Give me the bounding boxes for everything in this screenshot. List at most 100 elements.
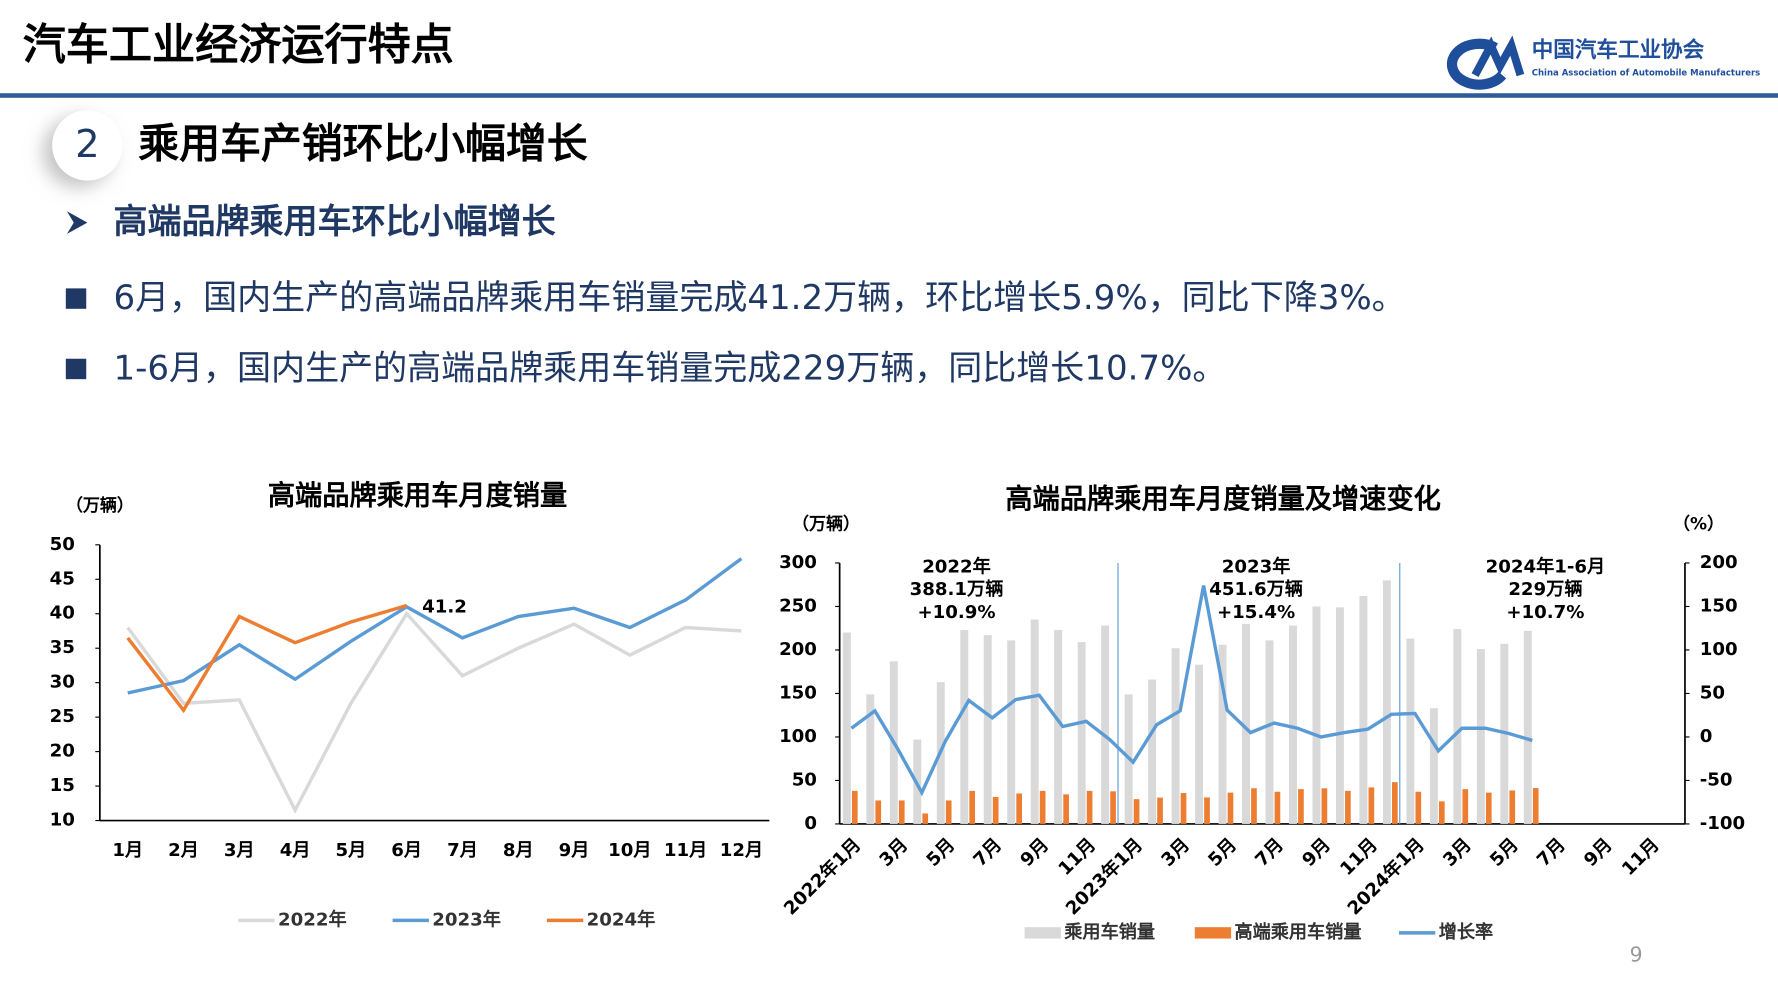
x-tick-label: 2月	[168, 840, 199, 861]
x-tick-label: 5月	[923, 834, 960, 871]
legend-label: 2022年	[278, 908, 347, 930]
bar	[1382, 580, 1391, 824]
x-tick-label: 5月	[1204, 834, 1241, 871]
legend-swatch	[1194, 927, 1232, 939]
bar	[1335, 607, 1344, 824]
line-series	[127, 557, 743, 695]
bar	[1086, 790, 1093, 824]
bar	[898, 800, 905, 824]
annotation: 2023年	[1222, 556, 1291, 578]
bar	[842, 632, 851, 824]
bar	[1523, 630, 1532, 824]
x-tick-label: 7月	[970, 834, 1007, 871]
bar	[1415, 791, 1422, 824]
bar	[1289, 625, 1297, 824]
x-tick-label: 9月	[1580, 834, 1617, 871]
y-tick-label: 250	[779, 595, 817, 616]
y-tick-label: 25	[50, 706, 75, 727]
bar	[1438, 801, 1445, 824]
section-number: 2	[75, 122, 100, 167]
bar	[1016, 793, 1022, 824]
y-tick-label: 35	[50, 637, 75, 658]
annotation: +15.4%	[1217, 602, 1295, 623]
axis-unit: （万辆）	[792, 513, 860, 534]
bar	[1063, 794, 1069, 824]
bar	[1054, 629, 1063, 824]
y-tick-label: 200	[779, 639, 817, 660]
legend-label: 2023年	[432, 908, 501, 930]
bar	[1007, 640, 1016, 824]
bar	[1476, 649, 1485, 824]
bullet	[65, 358, 87, 380]
y2-tick-label: 200	[1700, 552, 1738, 573]
legend-label: 2024年	[587, 908, 656, 930]
bar	[1406, 638, 1415, 824]
bar	[1532, 788, 1539, 824]
bar	[1485, 792, 1492, 824]
x-tick-label: 5月	[1486, 834, 1523, 871]
x-tick-label: 9月	[1298, 834, 1335, 871]
subtitle: 高端品牌乘用车环比小幅增长	[113, 202, 555, 242]
x-tick-label: 7月	[1251, 834, 1288, 871]
bar	[851, 790, 858, 824]
logo-mark	[1471, 35, 1525, 77]
x-tick-label: 4月	[280, 840, 311, 861]
annotation: 2024年1-6月	[1486, 556, 1606, 578]
bar	[1312, 606, 1321, 824]
x-tick-label: 8月	[503, 840, 534, 861]
bar	[1227, 792, 1234, 824]
y-tick-label: 40	[50, 603, 75, 624]
bar	[1195, 664, 1204, 824]
bar	[875, 800, 882, 824]
x-tick-label: 7月	[1533, 834, 1570, 871]
x-tick-label: 3月	[876, 834, 913, 871]
section-badge	[52, 110, 123, 181]
bar	[1077, 642, 1086, 824]
bar	[1133, 799, 1140, 824]
bar	[1251, 788, 1257, 824]
header-rule	[0, 93, 1778, 98]
bar	[969, 790, 976, 824]
page-number: 9	[1630, 943, 1643, 967]
axis-unit: （%）	[1673, 513, 1724, 534]
x-tick-label: 3月	[224, 840, 255, 861]
legend-swatch	[1024, 927, 1061, 939]
x-tick-label: 10月	[608, 840, 651, 861]
bar	[1242, 623, 1250, 824]
bar	[945, 800, 952, 824]
logo-name: 中国汽车工业协会	[1532, 37, 1705, 63]
bar	[1392, 782, 1398, 824]
bar	[992, 796, 999, 824]
y-tick-label: 15	[50, 775, 75, 796]
bar	[866, 694, 875, 824]
annotation: 229万辆	[1508, 578, 1582, 600]
bar	[1359, 596, 1368, 824]
y-tick-label: 150	[779, 682, 817, 703]
line-series	[850, 585, 1533, 797]
x-tick-label: 6月	[391, 840, 422, 861]
chart-title: 高端品牌乘用车月度销量及增速变化	[1005, 483, 1441, 515]
x-tick-label: 11月	[1618, 834, 1664, 880]
annotation: 388.1万辆	[910, 578, 1004, 600]
x-tick-label: 9月	[1017, 834, 1054, 871]
line-series	[126, 603, 408, 714]
bar	[1265, 640, 1274, 824]
chart-title: 高端品牌乘用车月度销量	[268, 480, 567, 512]
bar	[983, 635, 992, 824]
y2-tick-label: 50	[1700, 682, 1725, 703]
x-tick-label: 3月	[1439, 834, 1476, 871]
legend-label: 高端乘用车销量	[1235, 921, 1362, 943]
bar	[1101, 625, 1110, 824]
line-series	[126, 610, 742, 814]
bar	[960, 629, 969, 824]
bar	[1345, 790, 1351, 824]
x-tick-label: 1月	[112, 840, 143, 861]
logo-mark	[1446, 38, 1507, 90]
annotation: 451.6万辆	[1209, 578, 1303, 600]
bar	[1453, 629, 1462, 824]
y-tick-label: 30	[50, 672, 75, 693]
bar	[1030, 619, 1039, 824]
annotation: 2022年	[922, 556, 991, 578]
bullet	[65, 288, 87, 309]
